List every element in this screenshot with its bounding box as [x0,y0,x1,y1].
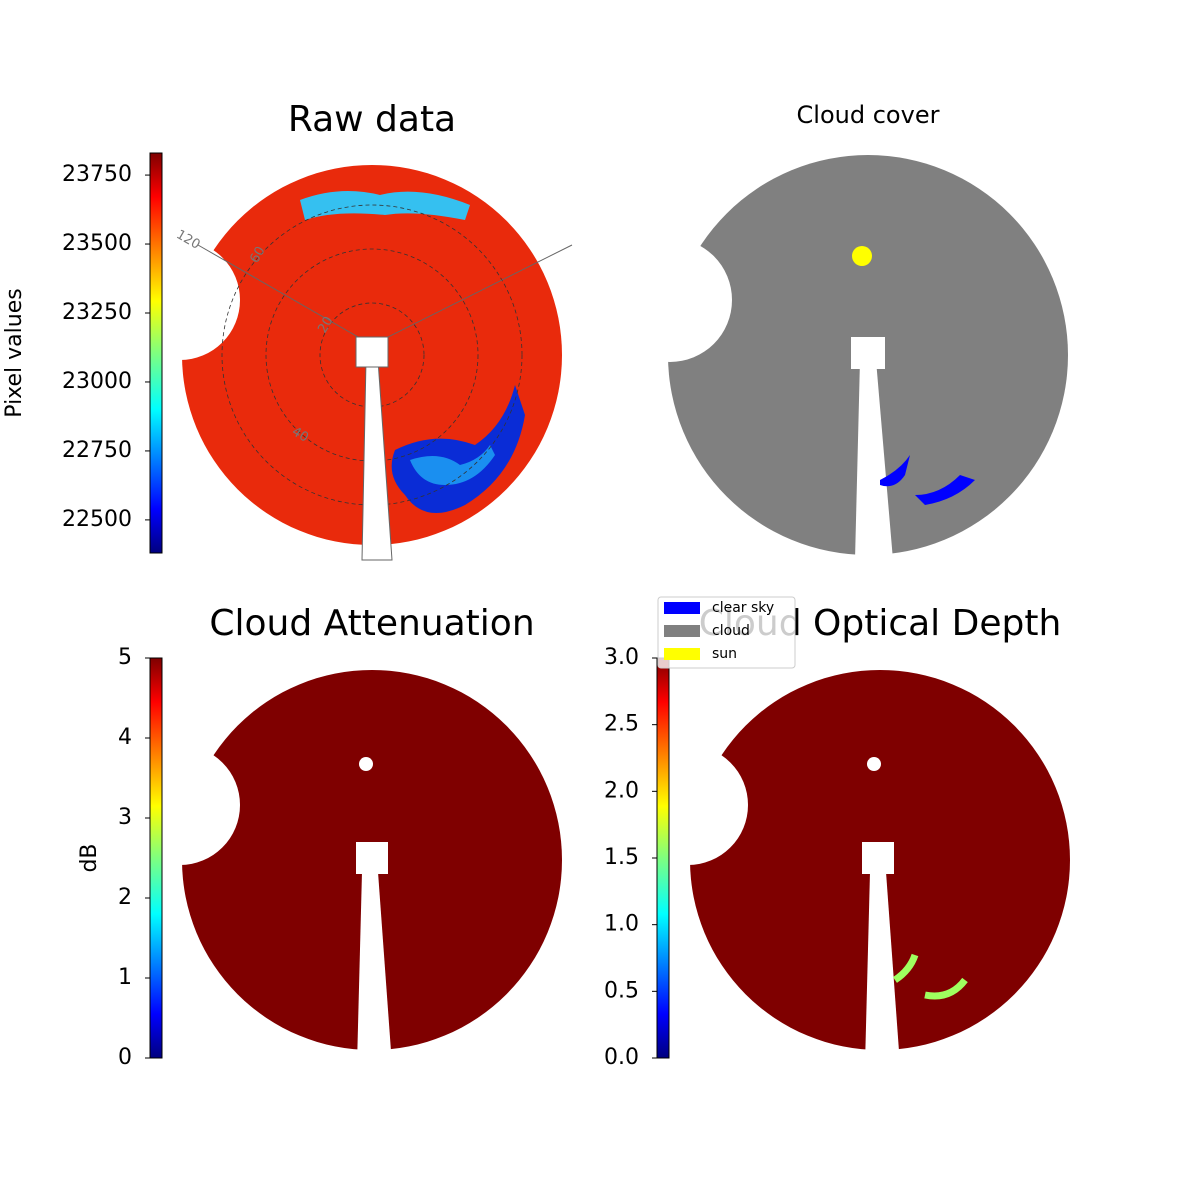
polar-label: 40 [289,424,311,445]
colorbar-tick-label: 4 [118,725,132,750]
legend-swatch [664,602,700,614]
colorbar-tick-label: 1.0 [604,912,639,937]
legend-label: cloud [712,623,750,639]
legend: clear sky cloud sun [657,596,796,669]
colorbar-tick-label: 23000 [62,369,132,394]
colorbar-tick-label: 23500 [62,231,132,256]
colorbar-tick-label: 2.5 [604,712,639,737]
panel-title: Cloud cover [797,101,940,129]
legend-swatch [664,648,700,660]
colorbar-tick-label: 23750 [62,162,132,187]
colorbar-tick-label: 2 [118,885,132,910]
colorbar-tick-label: 22500 [62,507,132,532]
cloud-cover-image [608,155,1068,560]
raw-image [120,165,573,561]
optical-depth-image [628,670,1070,1065]
colorbar-label: dB [77,843,102,872]
colorbar-tick-label: 22750 [62,438,132,463]
colorbar-tick-label: 0.0 [604,1045,639,1070]
colorbar [149,152,163,554]
colorbar-tick-label: 5 [118,645,132,670]
legend-swatch [664,625,700,637]
legend-label: sun [712,646,737,662]
polar-label: 60 [247,244,268,266]
panel-title: Raw data [288,99,456,140]
attenuation-image [120,670,562,1065]
colorbar-tick-label: 0 [118,1045,132,1070]
panel-title: Cloud Attenuation [209,603,534,644]
polar-label: 20 [315,314,336,336]
colorbar-label: Pixel values [2,288,27,417]
legend-label: clear sky [712,600,774,616]
colorbar-tick-label: 2.0 [604,778,639,803]
colorbar-tick-label: 1 [118,965,132,990]
colorbar-tick-label: 0.5 [604,978,639,1003]
colorbar [656,657,670,1059]
colorbar-tick-label: 23250 [62,300,132,325]
colorbar-tick-label: 3 [118,805,132,830]
colorbar-tick-label: 1.5 [604,845,639,870]
colorbar-tick-label: 3.0 [604,645,639,670]
colorbar [149,657,163,1059]
